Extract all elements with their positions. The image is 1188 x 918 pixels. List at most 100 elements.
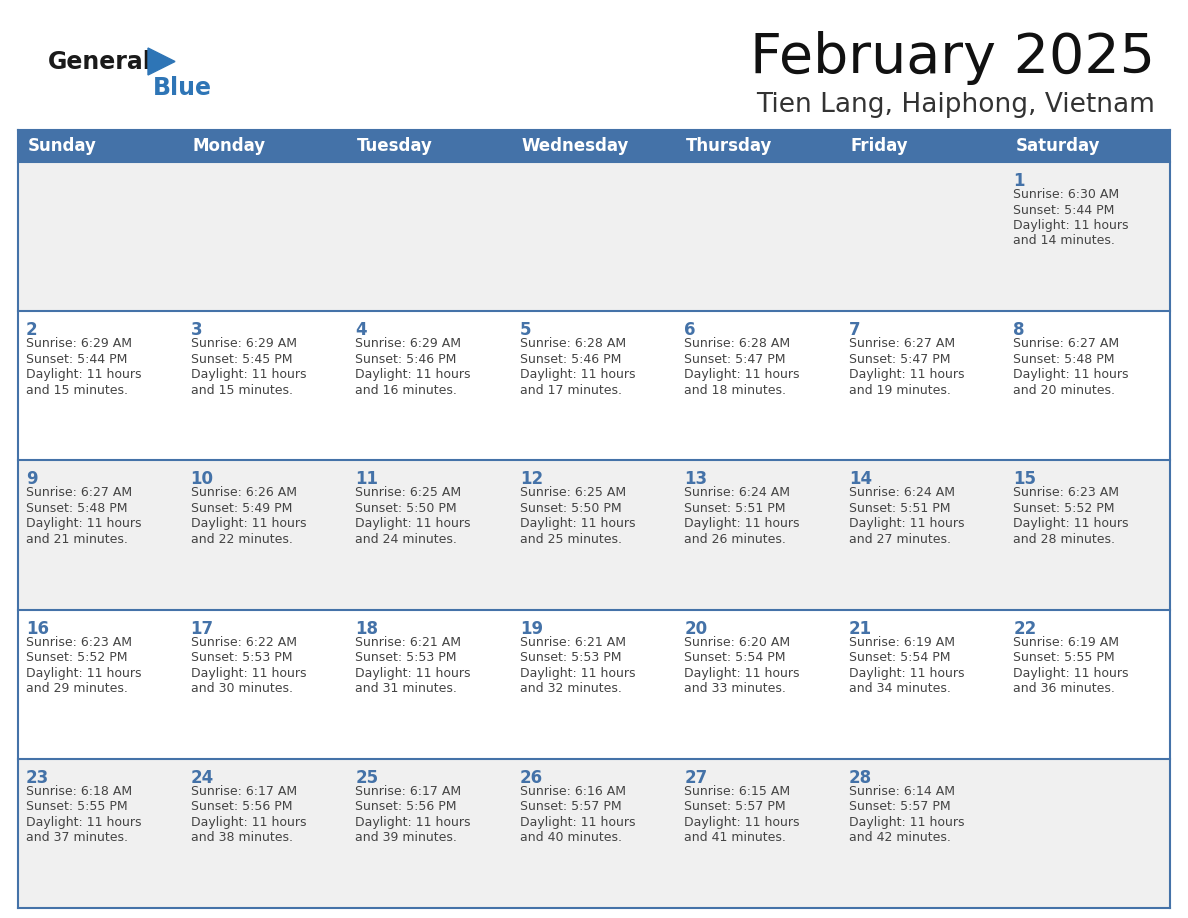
- Text: Sunset: 5:47 PM: Sunset: 5:47 PM: [684, 353, 785, 365]
- Text: Sunset: 5:54 PM: Sunset: 5:54 PM: [849, 651, 950, 664]
- Text: Daylight: 11 hours: Daylight: 11 hours: [684, 816, 800, 829]
- Bar: [676, 311, 841, 461]
- Text: 16: 16: [26, 620, 49, 638]
- Bar: [512, 162, 676, 311]
- Text: Daylight: 11 hours: Daylight: 11 hours: [355, 368, 470, 381]
- Text: 26: 26: [519, 768, 543, 787]
- Text: Sunset: 5:57 PM: Sunset: 5:57 PM: [849, 800, 950, 813]
- Bar: [676, 130, 841, 162]
- Bar: [347, 759, 512, 908]
- Text: Sunset: 5:46 PM: Sunset: 5:46 PM: [519, 353, 621, 365]
- Text: 5: 5: [519, 321, 531, 339]
- Text: Sunrise: 6:27 AM: Sunrise: 6:27 AM: [849, 337, 955, 350]
- Text: 15: 15: [1013, 470, 1036, 488]
- Bar: [841, 610, 1005, 759]
- Text: Sunrise: 6:22 AM: Sunrise: 6:22 AM: [190, 635, 297, 649]
- Text: 8: 8: [1013, 321, 1025, 339]
- Text: and 33 minutes.: and 33 minutes.: [684, 682, 786, 695]
- Text: and 27 minutes.: and 27 minutes.: [849, 533, 950, 546]
- Polygon shape: [148, 48, 175, 75]
- Text: Daylight: 11 hours: Daylight: 11 hours: [355, 666, 470, 679]
- Text: Sunset: 5:57 PM: Sunset: 5:57 PM: [684, 800, 786, 813]
- Text: Daylight: 11 hours: Daylight: 11 hours: [26, 368, 141, 381]
- Text: Saturday: Saturday: [1016, 137, 1100, 155]
- Bar: [841, 162, 1005, 311]
- Bar: [183, 759, 347, 908]
- Text: Sunrise: 6:17 AM: Sunrise: 6:17 AM: [355, 785, 461, 798]
- Text: Sunrise: 6:18 AM: Sunrise: 6:18 AM: [26, 785, 132, 798]
- Bar: [676, 162, 841, 311]
- Bar: [347, 461, 512, 610]
- Text: 14: 14: [849, 470, 872, 488]
- Text: Daylight: 11 hours: Daylight: 11 hours: [519, 368, 636, 381]
- Text: Sunset: 5:47 PM: Sunset: 5:47 PM: [849, 353, 950, 365]
- Bar: [1005, 130, 1170, 162]
- Text: and 39 minutes.: and 39 minutes.: [355, 832, 457, 845]
- Text: 11: 11: [355, 470, 378, 488]
- Bar: [676, 461, 841, 610]
- Text: 21: 21: [849, 620, 872, 638]
- Bar: [347, 311, 512, 461]
- Text: Sunset: 5:57 PM: Sunset: 5:57 PM: [519, 800, 621, 813]
- Text: Sunrise: 6:29 AM: Sunrise: 6:29 AM: [355, 337, 461, 350]
- Text: and 16 minutes.: and 16 minutes.: [355, 384, 457, 397]
- Text: 24: 24: [190, 768, 214, 787]
- Text: Sunrise: 6:15 AM: Sunrise: 6:15 AM: [684, 785, 790, 798]
- Text: Sunday: Sunday: [29, 137, 97, 155]
- Text: and 37 minutes.: and 37 minutes.: [26, 832, 128, 845]
- Text: Daylight: 11 hours: Daylight: 11 hours: [1013, 518, 1129, 531]
- Bar: [183, 461, 347, 610]
- Text: Daylight: 11 hours: Daylight: 11 hours: [26, 666, 141, 679]
- Bar: [183, 162, 347, 311]
- Text: Sunrise: 6:28 AM: Sunrise: 6:28 AM: [684, 337, 790, 350]
- Bar: [347, 162, 512, 311]
- Text: Sunrise: 6:21 AM: Sunrise: 6:21 AM: [519, 635, 626, 649]
- Text: Sunrise: 6:25 AM: Sunrise: 6:25 AM: [355, 487, 461, 499]
- Text: 2: 2: [26, 321, 38, 339]
- Text: Sunrise: 6:24 AM: Sunrise: 6:24 AM: [684, 487, 790, 499]
- Bar: [1005, 311, 1170, 461]
- Bar: [1005, 162, 1170, 311]
- Text: Sunrise: 6:19 AM: Sunrise: 6:19 AM: [1013, 635, 1119, 649]
- Text: Sunrise: 6:21 AM: Sunrise: 6:21 AM: [355, 635, 461, 649]
- Text: Sunset: 5:50 PM: Sunset: 5:50 PM: [355, 502, 456, 515]
- Text: and 36 minutes.: and 36 minutes.: [1013, 682, 1116, 695]
- Text: Sunrise: 6:28 AM: Sunrise: 6:28 AM: [519, 337, 626, 350]
- Text: Daylight: 11 hours: Daylight: 11 hours: [1013, 219, 1129, 232]
- Bar: [183, 130, 347, 162]
- Text: Daylight: 11 hours: Daylight: 11 hours: [684, 666, 800, 679]
- Text: Daylight: 11 hours: Daylight: 11 hours: [849, 666, 965, 679]
- Text: Daylight: 11 hours: Daylight: 11 hours: [519, 666, 636, 679]
- Text: Sunrise: 6:25 AM: Sunrise: 6:25 AM: [519, 487, 626, 499]
- Text: Daylight: 11 hours: Daylight: 11 hours: [26, 816, 141, 829]
- Text: and 30 minutes.: and 30 minutes.: [190, 682, 292, 695]
- Text: 1: 1: [1013, 172, 1025, 190]
- Text: Daylight: 11 hours: Daylight: 11 hours: [519, 518, 636, 531]
- Text: Daylight: 11 hours: Daylight: 11 hours: [519, 816, 636, 829]
- Bar: [841, 311, 1005, 461]
- Text: 6: 6: [684, 321, 696, 339]
- Text: Sunset: 5:55 PM: Sunset: 5:55 PM: [1013, 651, 1116, 664]
- Text: Daylight: 11 hours: Daylight: 11 hours: [190, 816, 307, 829]
- Text: Sunset: 5:51 PM: Sunset: 5:51 PM: [684, 502, 785, 515]
- Text: and 15 minutes.: and 15 minutes.: [26, 384, 128, 397]
- Text: Sunrise: 6:16 AM: Sunrise: 6:16 AM: [519, 785, 626, 798]
- Text: Sunset: 5:50 PM: Sunset: 5:50 PM: [519, 502, 621, 515]
- Text: and 28 minutes.: and 28 minutes.: [1013, 533, 1116, 546]
- Text: Sunrise: 6:23 AM: Sunrise: 6:23 AM: [26, 635, 132, 649]
- Text: Daylight: 11 hours: Daylight: 11 hours: [1013, 368, 1129, 381]
- Text: 19: 19: [519, 620, 543, 638]
- Text: Daylight: 11 hours: Daylight: 11 hours: [355, 518, 470, 531]
- Text: Daylight: 11 hours: Daylight: 11 hours: [684, 368, 800, 381]
- Text: Daylight: 11 hours: Daylight: 11 hours: [684, 518, 800, 531]
- Text: Sunset: 5:53 PM: Sunset: 5:53 PM: [190, 651, 292, 664]
- Bar: [347, 130, 512, 162]
- Text: and 14 minutes.: and 14 minutes.: [1013, 234, 1116, 248]
- Text: Sunset: 5:53 PM: Sunset: 5:53 PM: [519, 651, 621, 664]
- Text: Sunset: 5:48 PM: Sunset: 5:48 PM: [26, 502, 127, 515]
- Bar: [18, 610, 183, 759]
- Text: and 42 minutes.: and 42 minutes.: [849, 832, 950, 845]
- Bar: [512, 610, 676, 759]
- Text: Daylight: 11 hours: Daylight: 11 hours: [849, 518, 965, 531]
- Text: and 31 minutes.: and 31 minutes.: [355, 682, 457, 695]
